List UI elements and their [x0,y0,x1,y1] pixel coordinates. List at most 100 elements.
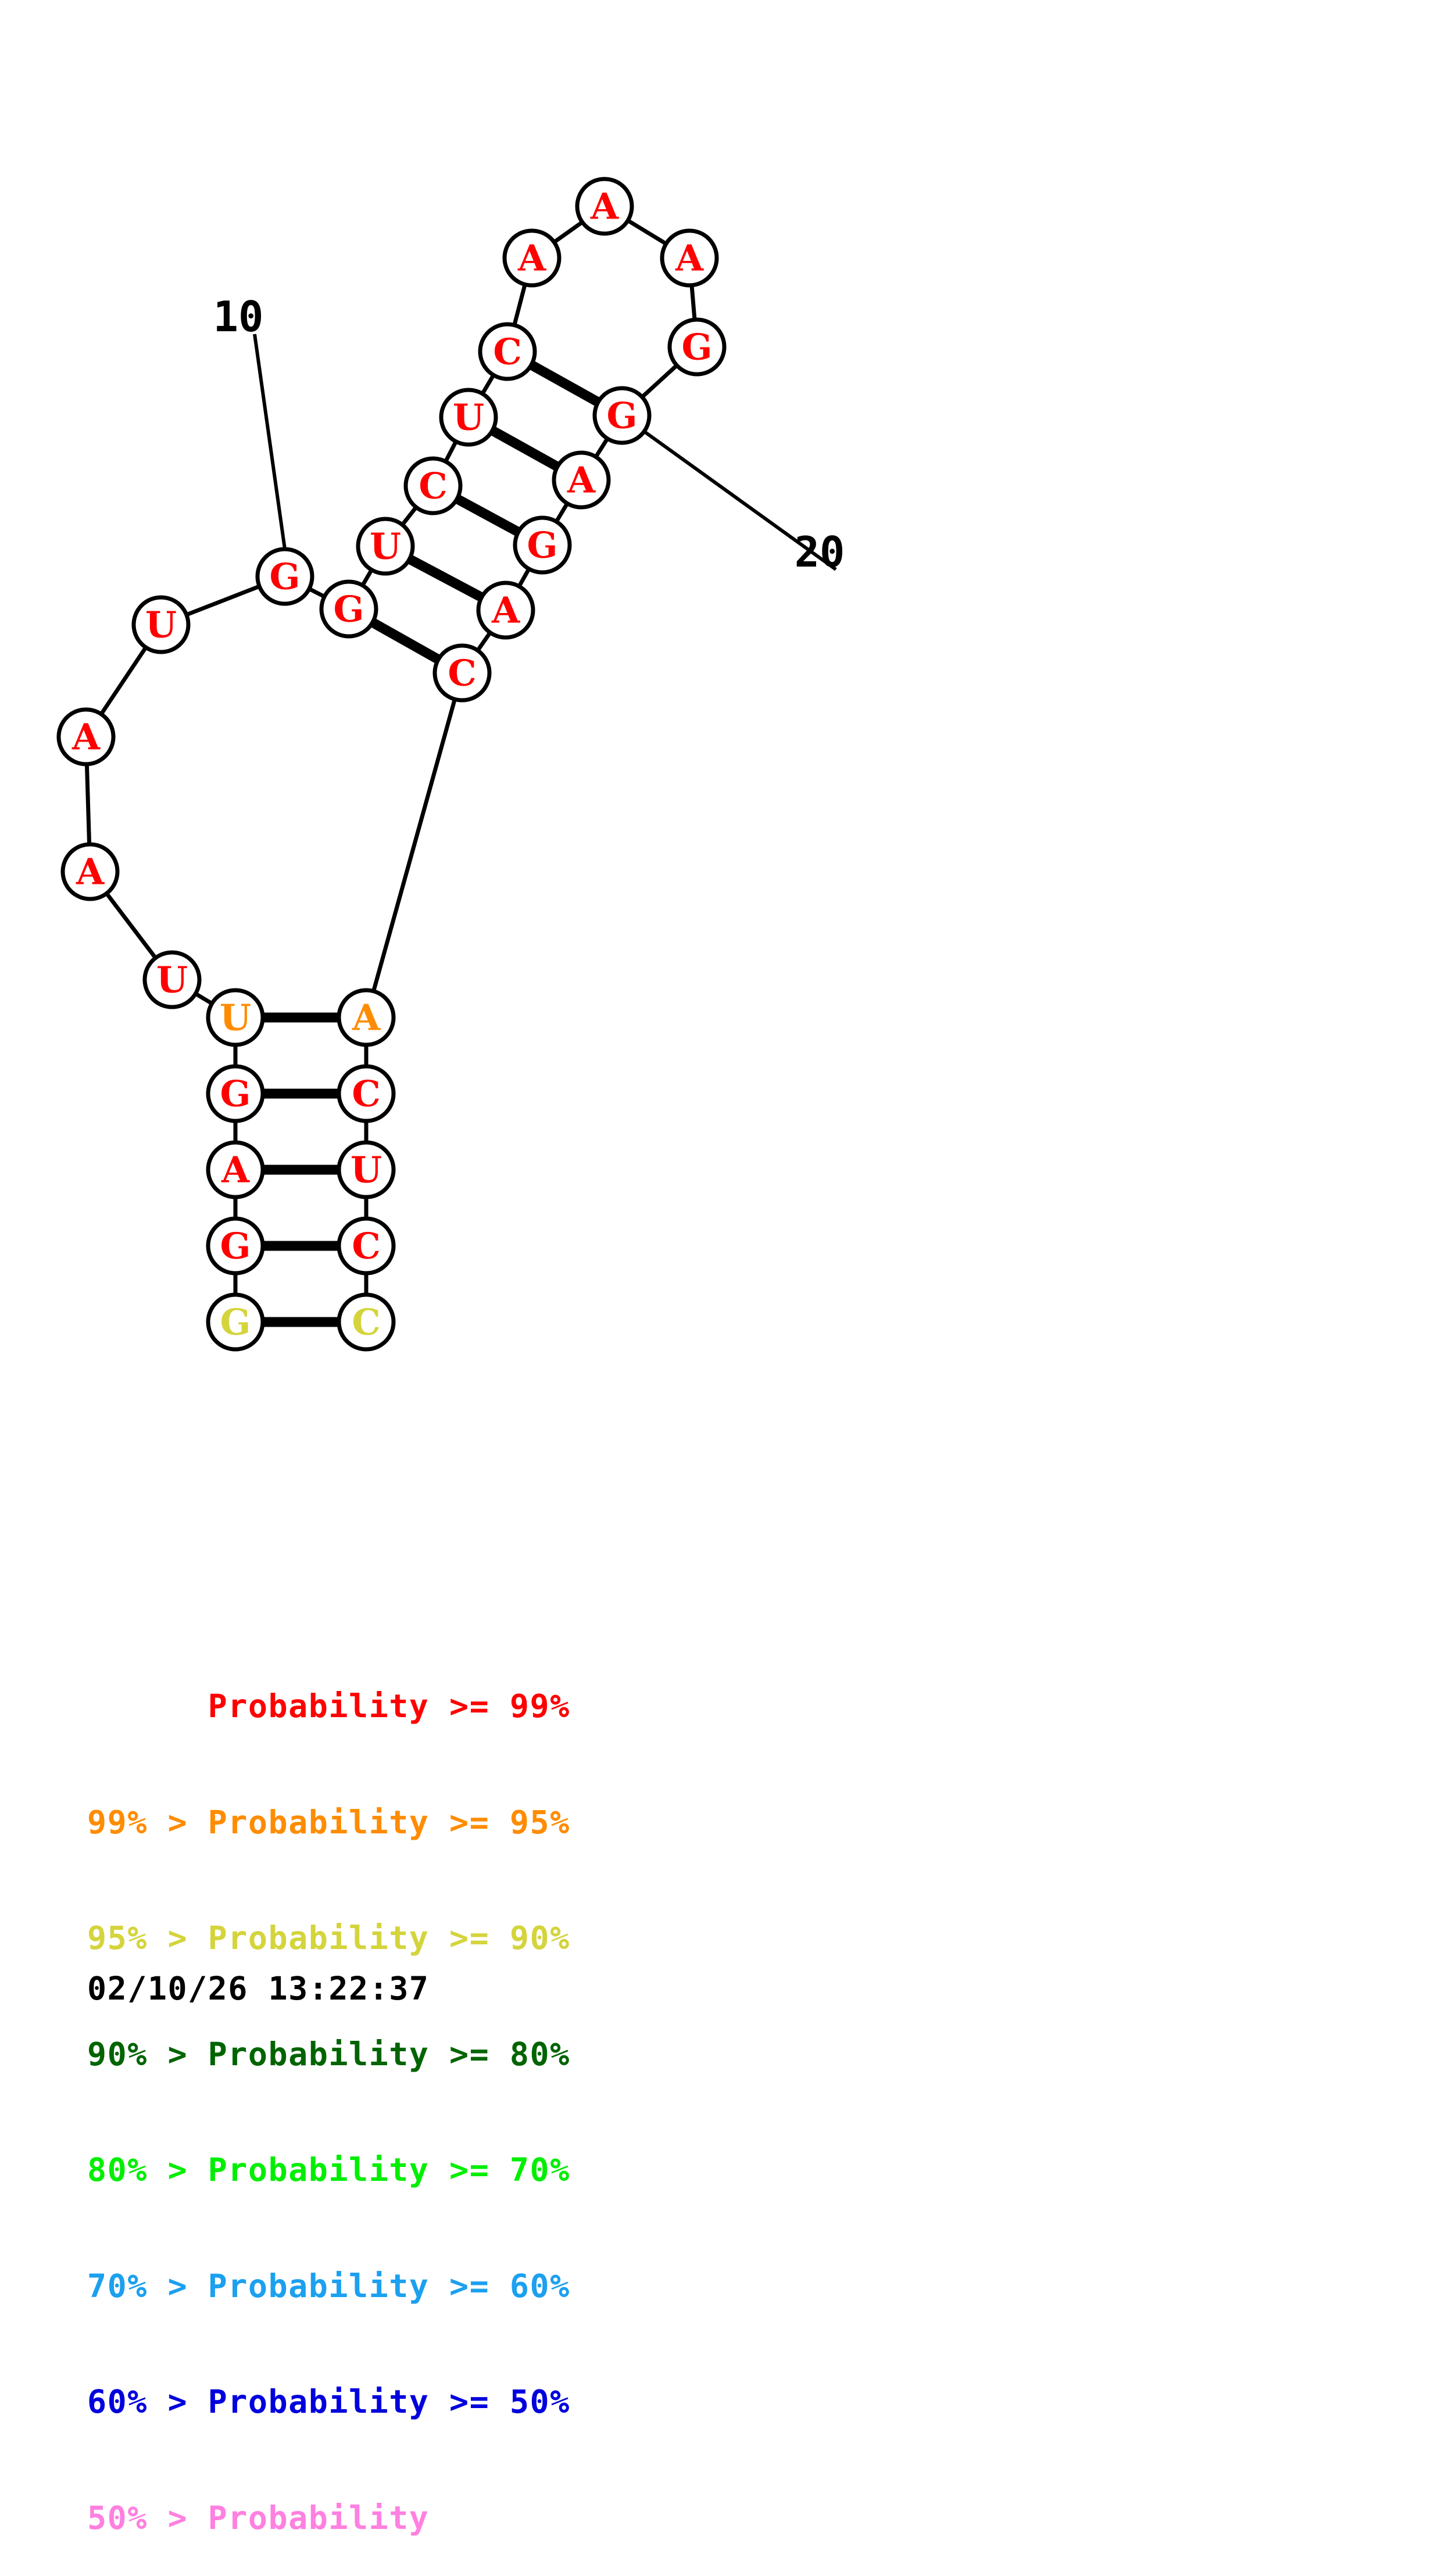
backbone-edge [475,630,493,653]
nucleotide-circle [337,1292,396,1352]
position-label-layer: 10 20 [213,292,845,576]
nucleotide-10[interactable]: G [255,547,314,606]
backbone-edge [552,220,585,245]
nucleotide-23[interactable]: A [476,581,535,640]
nucleotide-circle [667,317,727,377]
nucleotide-circle [60,842,120,901]
backbone-edge [104,891,158,961]
backbone-edge [400,505,419,527]
nucleotide-18[interactable]: A [660,228,719,288]
nucleotide-letter: A [675,237,704,280]
backbone-edge [554,501,570,524]
base-pair-layer [262,360,601,1327]
base-pair-bond [454,494,521,537]
nucleotide-8[interactable]: A [56,707,116,766]
nucleotide-letter: C [352,1301,380,1343]
nucleotide-letter: G [220,1225,251,1267]
nucleotide-circle [478,322,537,381]
nucleotide-letter: U [220,997,251,1039]
nucleotide-circle [206,988,265,1047]
nucleotide-circle [575,177,634,236]
base-pair-bond [489,425,560,472]
position-label-leader [253,334,287,550]
nucleotide-letter: G [220,1301,251,1343]
backbone-edge-layer [84,218,697,1296]
nucleotide-4[interactable]: G [206,1064,265,1123]
backbone-edge [625,218,668,246]
nucleotide-22[interactable]: G [513,515,572,575]
nucleotide-13[interactable]: C [403,456,463,515]
nucleotide-29[interactable]: C [337,1292,396,1352]
backbone-edge [689,284,697,321]
legend-row-90: 95% > Probability >= 90% [87,1919,570,1957]
backbone-edge [371,697,457,993]
backbone-edge [193,991,214,1006]
nucleotide-5[interactable]: U [206,988,265,1047]
nucleotide-circle [513,515,572,575]
backbone-edge [480,372,496,396]
nucleotide-circle [206,1064,265,1123]
nucleotide-19[interactable]: G [667,317,727,377]
nucleotide-28[interactable]: C [337,1216,396,1276]
nucleotide-letter: C [448,652,476,694]
nucleotide-letter: G [682,326,713,368]
backbone-edge [307,586,327,599]
nucleotide-6[interactable]: U [142,950,202,1009]
nucleotide-3[interactable]: A [206,1140,265,1199]
nucleotide-24[interactable]: C [432,643,492,703]
nucleotide-letter: C [493,331,521,373]
legend-row-60: 70% > Probability >= 60% [87,2267,570,2305]
nucleotide-circle [476,581,535,640]
nucleotide-16[interactable]: A [502,228,562,288]
nucleotide-14[interactable]: U [439,388,498,447]
nucleotide-9[interactable]: U [131,595,191,654]
nucleotide-2[interactable]: G [206,1216,265,1276]
nucleotide-25[interactable]: A [337,988,396,1047]
nucleotide-letter: A [76,851,105,893]
legend-row-50: 60% > Probability >= 50% [87,2383,570,2420]
backbone-edge [517,567,531,589]
nucleotide-circle [403,456,463,515]
backbone-edge [99,645,148,716]
position-label-10: 10 [213,292,264,341]
backbone-edge [84,762,92,846]
nucleotide-letter: C [419,465,447,507]
nucleotide-26[interactable]: C [337,1064,396,1123]
nucleotide-letter: C [352,1073,380,1115]
nucleotide-letter: C [352,1225,380,1267]
nucleotide-circle [337,1064,396,1123]
nucleotide-letter: U [145,604,177,646]
nucleotide-letter: G [220,1073,251,1115]
nucleotide-circle [356,517,415,576]
nucleotide-letter: G [607,395,638,437]
nucleotide-circle [552,450,611,510]
nucleotide-circle [592,386,652,445]
nucleotide-letter: U [156,959,188,1001]
nucleotide-7[interactable]: A [60,842,120,901]
nucleotide-15[interactable]: C [478,322,537,381]
nucleotide-17[interactable]: A [575,177,634,236]
nucleotide-circle [660,228,719,288]
nucleotide-letter: U [370,525,401,568]
nucleotide-circle [255,547,314,606]
nucleotide-letter: A [590,185,619,228]
nucleotide-circle [206,1292,265,1352]
nucleotide-circle [319,579,378,639]
nucleotide-1[interactable]: G [206,1292,265,1352]
nucleotide-letter: G [527,524,558,567]
nucleotide-12[interactable]: U [356,517,415,576]
nucleotide-circle [131,595,191,654]
backbone-edge [184,584,262,617]
nucleotide-11[interactable]: G [319,579,378,639]
nucleotide-letter: A [71,716,101,758]
nucleotide-letter: U [453,396,484,439]
backbone-edge [593,436,610,459]
nucleotide-21[interactable]: A [552,450,611,510]
nucleotide-27[interactable]: U [337,1140,396,1199]
backbone-edge [360,568,374,587]
nucleotide-20[interactable]: G [592,386,652,445]
backbone-edge [639,363,680,400]
nucleotide-circle [206,1216,265,1276]
